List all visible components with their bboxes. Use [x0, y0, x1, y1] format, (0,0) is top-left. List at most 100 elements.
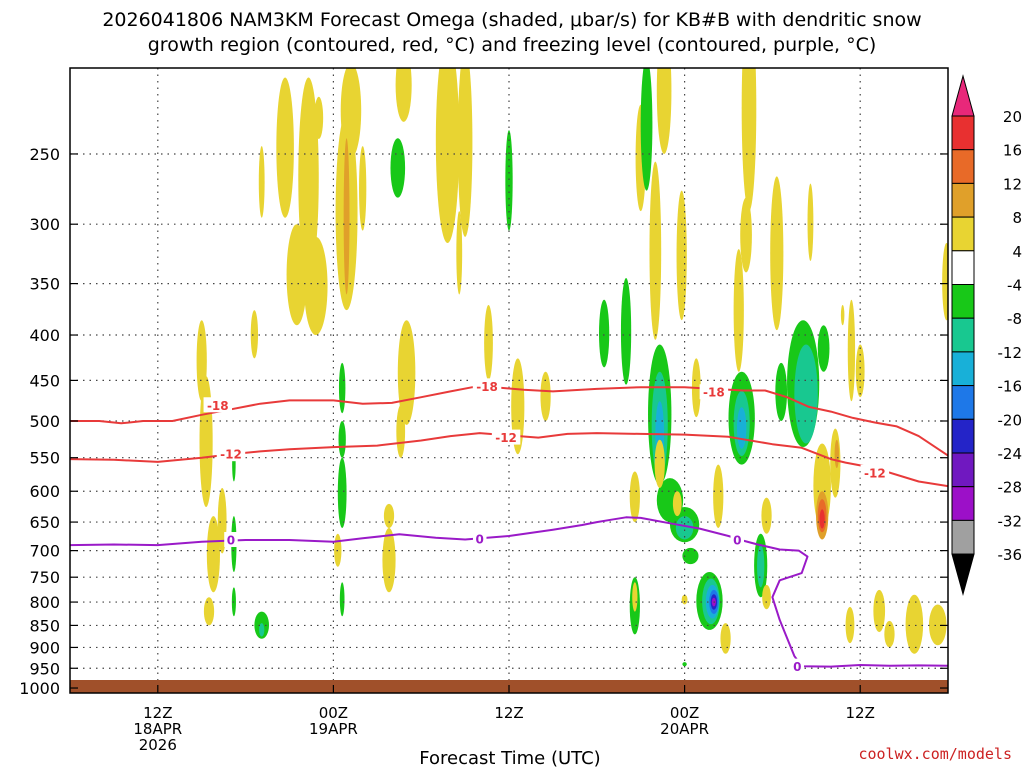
omega-shade-22 [339, 582, 345, 617]
y-tick-label-750: 750 [29, 568, 60, 587]
omega-shade-79 [770, 176, 784, 331]
y-tick-label-550: 550 [29, 449, 60, 468]
dendritic-contour-0 [70, 386, 948, 457]
contour-label-2-3: 0 [793, 660, 801, 674]
omega-shade-67 [713, 464, 724, 528]
omega-shade-78 [762, 584, 771, 610]
colorbar-segment-12 [951, 519, 975, 555]
credit-text: coolwx.com/models [858, 745, 1012, 763]
omega-shade-29 [396, 405, 406, 458]
omega-shade-38 [540, 371, 551, 421]
contour-label-bg-2-1 [472, 530, 487, 546]
omega-shade-80 [775, 362, 788, 421]
x-tick-line2-0: 18APR [133, 720, 182, 738]
colorbar-segment-6 [951, 317, 975, 353]
omega-shade-15 [304, 236, 328, 336]
omega-shade-68 [720, 623, 731, 654]
omega-shade-44 [649, 161, 662, 340]
colorbar-segment-9 [951, 418, 975, 454]
omega-shade-11 [258, 146, 265, 218]
contour-label-bg-0-1 [472, 378, 502, 394]
colorbar: 20 16 12 8 4 -4 -8 -12 -16 -20 -24 -28 -32 -36 [951, 74, 1023, 596]
omega-shade-12 [276, 77, 294, 218]
contour-label-bg-2-3 [790, 658, 805, 674]
omega-shade-99 [942, 243, 948, 321]
omega-shade-16 [314, 96, 324, 140]
colorbar-label-13: -36 [998, 546, 1023, 564]
y-axis: 250 300 350 400 450 500 550 600 650 700 750 800 850 9… [19, 145, 948, 698]
omega-shade-95 [873, 589, 886, 633]
omega-shade-90 [807, 183, 814, 261]
colorbar-bottom-arrow [951, 553, 975, 596]
contour-label-layer: -18 -18 -18 -12 -12 -12 0 0 0 0 [203, 378, 890, 674]
colorbar-label-5: -4 [1007, 277, 1022, 295]
colorbar-segment-5 [951, 284, 975, 319]
omega-shade-14 [298, 77, 319, 279]
omega-shade-92 [847, 299, 856, 402]
omega-shade-65 [682, 662, 687, 667]
contour-label-bg-0-2 [699, 384, 729, 400]
contour-label-1-1: -12 [495, 431, 517, 445]
omega-shade-32 [435, 68, 460, 243]
colorbar-segment-4 [951, 250, 975, 286]
contour-label-bg-2-0 [224, 532, 238, 548]
omega-shade-30 [382, 527, 396, 593]
colorbar-segment-1 [951, 149, 975, 184]
colorbar-label-0: 20 [1003, 108, 1022, 126]
omega-shade-71 [736, 407, 747, 449]
x-axis-label: Forecast Time (UTC) [419, 748, 600, 768]
omega-shade-57 [672, 491, 682, 517]
colorbar-label-9: -20 [998, 411, 1023, 429]
omega-shade-56 [632, 582, 638, 612]
contour-label-bg-1-0 [216, 446, 246, 462]
y-tick-label-300: 300 [29, 215, 60, 234]
omega-shade-36 [484, 304, 493, 381]
omega-shade-24 [338, 420, 346, 458]
colorbar-label-6: -8 [1007, 310, 1022, 328]
y-tick-label-900: 900 [29, 638, 60, 657]
omega-shade-33 [457, 68, 473, 237]
omega-shade-82 [794, 344, 818, 444]
contour-label-0-0: -18 [207, 399, 229, 413]
omega-shade-89 [834, 439, 839, 469]
omega-shade-93 [855, 344, 865, 398]
omega-shade-66 [681, 594, 688, 605]
colorbar-segment-8 [951, 385, 975, 420]
omega-shade-41 [629, 471, 640, 523]
colorbar-label-8: -16 [998, 378, 1023, 396]
contour-label-0-1: -18 [476, 380, 498, 394]
omega-shading-layer [196, 68, 948, 667]
y-tick-label-600: 600 [29, 482, 60, 501]
y-tick-label-250: 250 [29, 145, 60, 164]
colorbar-segment-3 [951, 216, 975, 252]
colorbar-segment-2 [951, 182, 975, 218]
contour-label-bg-1-1 [491, 429, 521, 445]
colorbar-segment-10 [951, 452, 975, 488]
omega-shade-96 [884, 620, 895, 648]
omega-shade-20 [359, 146, 367, 231]
omega-shade-39 [598, 299, 610, 368]
omega-shade-87 [819, 509, 825, 529]
colorbar-label-4: 4 [1012, 243, 1022, 261]
colorbar-label-3: 8 [1012, 209, 1022, 227]
y-tick-label-400: 400 [29, 326, 60, 345]
y-tick-label-650: 650 [29, 513, 60, 532]
omega-shade-10 [250, 310, 259, 359]
contour-label-1-2: -12 [864, 466, 886, 480]
omega-shade-45 [656, 68, 672, 154]
colorbar-label-2: 12 [1003, 175, 1022, 193]
x-tick-line1-2: 12Z [494, 704, 523, 722]
omega-shade-53 [682, 547, 699, 565]
colorbar-segment-11 [951, 486, 975, 521]
omega-shade-46 [676, 190, 687, 321]
omega-shade-34 [456, 211, 463, 295]
colorbar-label-11: -28 [998, 479, 1023, 497]
colorbar-label-10: -24 [998, 445, 1023, 463]
colorbar-label-7: -12 [998, 344, 1023, 362]
chart-title-line2: growth region (contoured, red, °C) and f… [148, 34, 877, 56]
pressure-grid [70, 68, 948, 693]
omega-shade-27 [390, 138, 406, 198]
x-tick-line1-1: 00Z [319, 704, 348, 722]
